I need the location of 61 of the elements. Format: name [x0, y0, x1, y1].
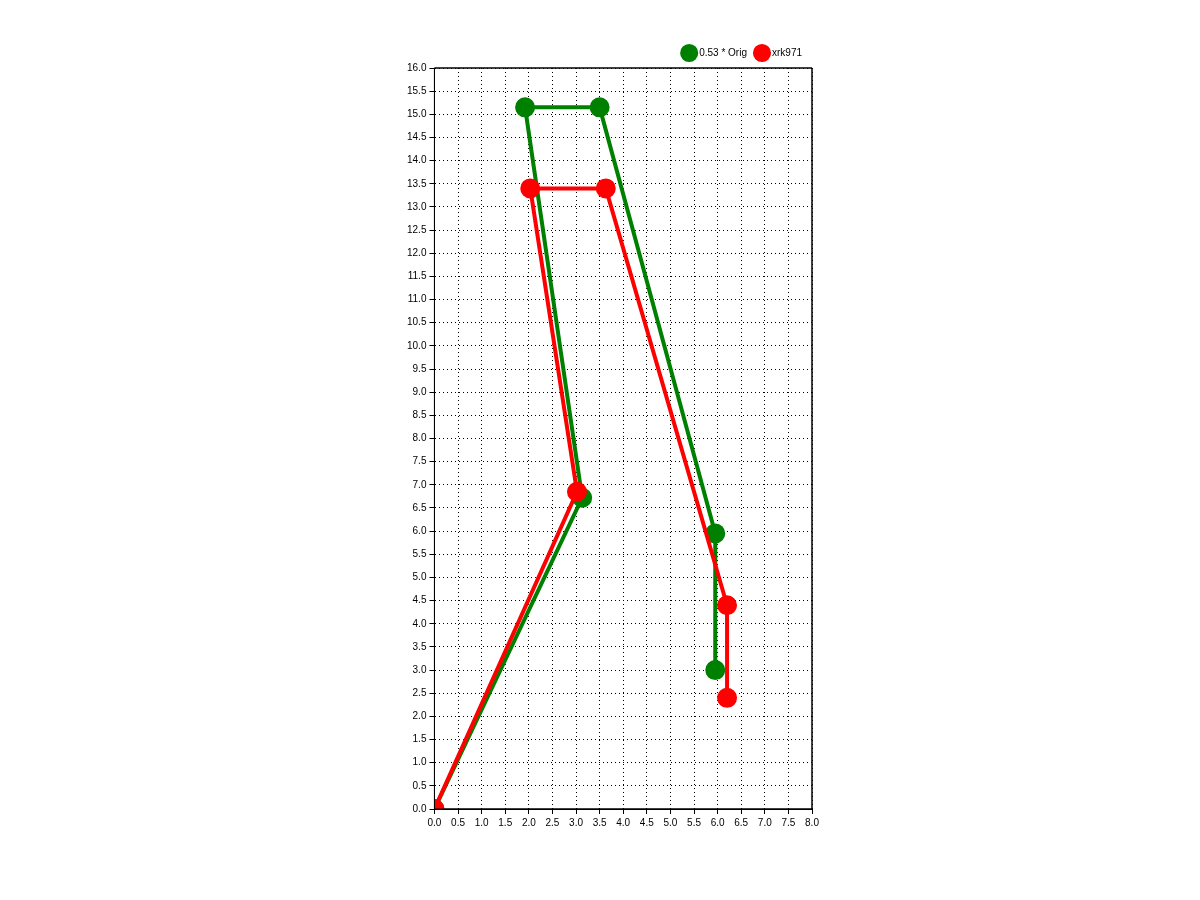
point: [520, 178, 541, 199]
y-tick-label: 15.5: [406, 84, 427, 96]
y-tick-label: 0.0: [412, 802, 427, 814]
x-tick-label: 3.0: [569, 816, 584, 828]
x-tick-label: 1.0: [474, 816, 490, 828]
legend-label: xrk971: [771, 46, 803, 58]
y-tick-label: 14.5: [406, 131, 427, 143]
x-tick-label: 3.5: [592, 816, 608, 828]
y-tick-label: 2.0: [412, 710, 427, 722]
y-tick-label: 4.5: [412, 594, 427, 606]
point: [595, 178, 616, 199]
x-tick-label: 0.5: [451, 816, 466, 828]
x-tick-label: 2.0: [521, 816, 537, 828]
y-tick-label: 3.5: [412, 640, 427, 652]
y-tick-label: 12.0: [406, 247, 427, 258]
point: [705, 523, 726, 544]
y-tick-label: 6.5: [412, 501, 427, 513]
y-tick-label: 5.0: [412, 571, 427, 583]
x-tick-label: 2.5: [545, 816, 560, 828]
x-tick-label: 5.0: [663, 816, 678, 828]
point: [717, 687, 738, 708]
y-tick-label: 3.0: [412, 663, 427, 675]
y-tick-label: 10.5: [406, 316, 427, 328]
x-tick-label: 6.0: [710, 816, 725, 828]
y-tick-label: 7.5: [412, 455, 427, 467]
x-tick-label: 0.0: [427, 816, 442, 828]
x-tick-label: 7.5: [781, 816, 796, 828]
y-tick-label: 8.5: [412, 409, 427, 421]
legend-label: 0.53 * Orig: [699, 46, 747, 58]
x-tick-label: 5.5: [687, 816, 702, 828]
y-tick-label: 6.0: [412, 524, 427, 536]
y-tick-label: 11.0: [407, 293, 427, 305]
point: [589, 97, 610, 118]
y-tick-label: 9.5: [412, 362, 427, 374]
y-tick-label: 7.0: [412, 478, 427, 490]
y-tick-label: 11.5: [407, 270, 427, 282]
y-tick-label: 8.0: [412, 432, 427, 444]
y-tick-label: 2.5: [412, 686, 427, 698]
y-tick-label: 0.5: [412, 779, 427, 791]
x-tick-label: 8.0: [805, 816, 820, 828]
y-tick-label: 12.5: [406, 223, 427, 235]
x-tick-label: 4.5: [639, 816, 655, 828]
y-tick-label: 13.0: [406, 200, 427, 212]
y-tick-label: 1.0: [412, 756, 427, 768]
y-tick-label: 13.5: [406, 177, 427, 189]
point: [515, 97, 536, 118]
y-tick-label: 5.5: [412, 548, 427, 560]
y-tick-label: 14.0: [406, 154, 427, 166]
y-tick-label: 1.5: [412, 733, 427, 745]
x-tick-label: 7.0: [757, 816, 773, 828]
x-tick-label: 1.5: [498, 816, 513, 828]
point: [566, 481, 587, 502]
point: [717, 595, 738, 616]
y-tick-label: 10.0: [406, 339, 427, 351]
x-tick-label: 4.0: [616, 816, 631, 828]
y-tick-label: 16.0: [406, 61, 427, 73]
x-tick-label: 6.5: [734, 816, 749, 828]
y-tick-label: 4.0: [412, 617, 427, 629]
y-tick-label: 15.0: [406, 108, 427, 120]
point: [705, 660, 726, 681]
y-tick-label: 9.0: [412, 385, 427, 397]
